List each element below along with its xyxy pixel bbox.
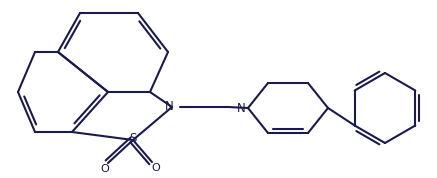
Text: N: N (236, 101, 245, 114)
Text: N: N (165, 101, 173, 114)
Text: S: S (129, 132, 137, 145)
Text: O: O (101, 164, 109, 174)
Text: O: O (152, 163, 160, 173)
